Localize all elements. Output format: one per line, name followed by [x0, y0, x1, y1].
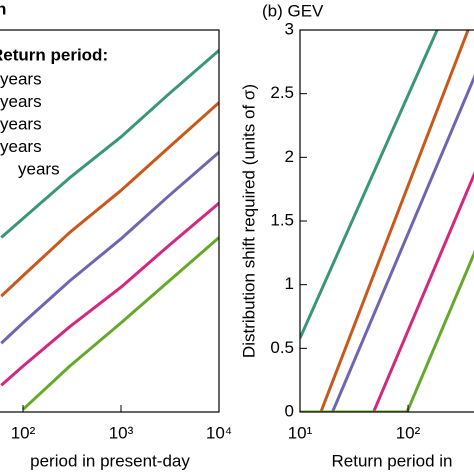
x-tick-label: 10²: [396, 423, 421, 442]
y-tick-label: 2: [285, 147, 294, 166]
y-tick-label: 2.5: [270, 83, 294, 102]
legend-title: Return period:: [0, 45, 108, 64]
series-line: [21, 236, 219, 411]
series-line: [0, 202, 219, 387]
x-tick-label: 10¹: [288, 423, 313, 442]
plot-area: [0, 49, 219, 411]
y-tick-label: 0: [285, 401, 294, 420]
chart-title: n: [0, 0, 6, 18]
axes-frame: [299, 29, 474, 413]
x-axis-label: period in present-day: [30, 451, 190, 470]
y-tick-label: 1: [285, 274, 294, 293]
x-axis-label: Return period in: [332, 451, 453, 470]
series-line: [0, 49, 219, 239]
y-axis-label: Distribution shift required (units of σ): [239, 84, 258, 358]
legend-entry: years: [0, 114, 42, 133]
series-line: [0, 101, 219, 298]
legend-entry: years: [0, 69, 42, 88]
plot-area: [300, 30, 474, 412]
x-tick-label: 10⁴: [206, 423, 232, 442]
series-line: [300, 30, 439, 339]
axes-frame: [0, 29, 220, 413]
series-line: [300, 30, 470, 412]
series-line: [0, 151, 219, 345]
y-tick-label: 1.5: [270, 210, 294, 229]
x-tick-label: 10³: [109, 423, 134, 442]
chart-title: (b) GEV: [262, 1, 324, 20]
y-tick-label: 3: [285, 19, 294, 38]
series-line: [300, 74, 474, 412]
legend-entry: years: [18, 159, 60, 178]
legend-entry: years: [0, 137, 42, 156]
y-tick-label: 0.5: [270, 338, 294, 357]
legend-entry: years: [0, 92, 42, 111]
series-line: [300, 171, 474, 412]
x-tick-label: 10²: [11, 423, 36, 442]
